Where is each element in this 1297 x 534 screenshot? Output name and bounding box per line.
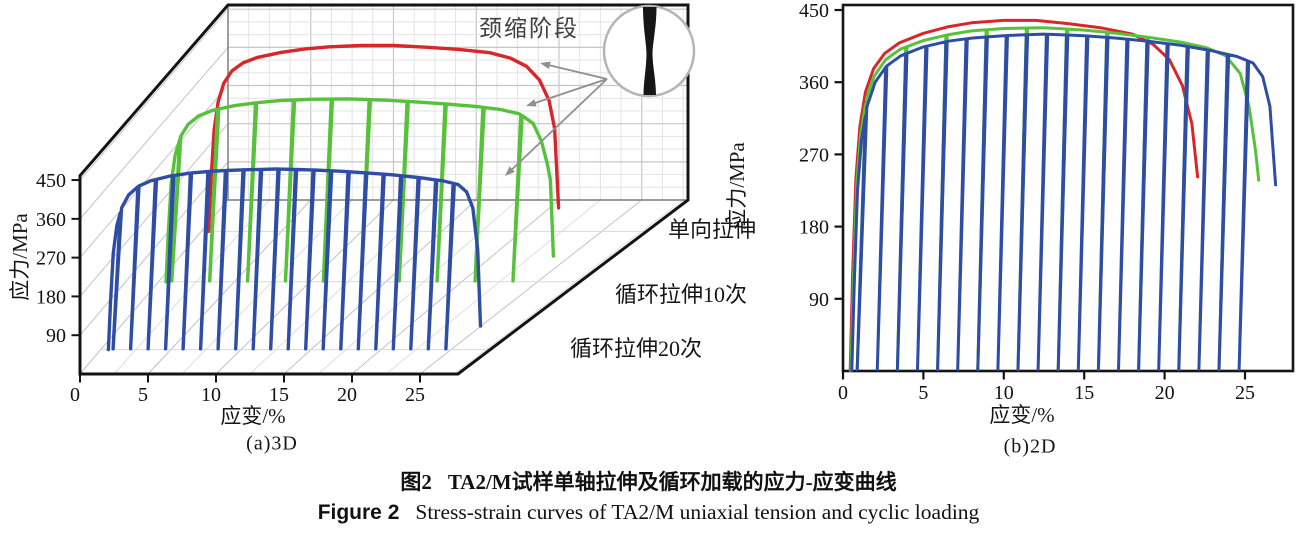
x-tick-label-3d: 10 <box>201 384 221 406</box>
box-inner-edges <box>227 5 688 201</box>
necking-stage-annotation: 颈缩阶段 <box>479 16 579 41</box>
grid-3d <box>79 5 688 375</box>
x-tick-label-3d: 20 <box>337 384 357 406</box>
curve-uniaxial-2d <box>848 18 1200 373</box>
panel-3d-chart: 0 5 10 15 20 25 90 180 270 360 450 <box>36 3 696 406</box>
necking-arrows <box>505 61 608 176</box>
panel-b-caption: (b)2D <box>1003 435 1057 458</box>
y-tick-label-3d: 270 <box>36 248 66 270</box>
figure-caption-en-text: Stress-strain curves of TA2/M uniaxial t… <box>415 500 980 524</box>
panel-a-caption: (a)3D <box>246 432 298 455</box>
panel-2d-chart: 0 5 10 15 20 25 90 180 270 360 450 <box>799 0 1295 404</box>
x-tick-label-3d: 15 <box>269 384 289 406</box>
y-tick-label-2d: 90 <box>809 289 829 311</box>
curve-cyclic10-2d <box>849 26 1261 373</box>
x-tick-label-3d: 5 <box>138 384 148 406</box>
y-tick-label-2d: 360 <box>799 72 829 94</box>
figure-caption-zh-text: TA2/M试样单轴拉伸及循环加载的应力-应变曲线 <box>447 470 897 494</box>
y-tick-label-3d: 90 <box>46 325 66 347</box>
y-axis-label-3d: 应力/MPa <box>8 213 32 301</box>
axis-ticks-2d: 0 5 10 15 20 25 90 180 270 360 450 <box>799 0 1255 404</box>
y-tick-label-2d: 270 <box>799 144 829 166</box>
x-tick-label-2d: 10 <box>994 382 1014 404</box>
figure-caption-en: Figure 2 Stress-strain curves of TA2/M un… <box>0 500 1297 525</box>
x-tick-label-2d: 15 <box>1074 382 1094 404</box>
series-label-uniaxial: 单向拉伸 <box>667 217 757 242</box>
box-frame-3d <box>78 3 690 376</box>
figure-caption-zh: 图2 TA2/M试样单轴拉伸及循环加载的应力-应变曲线 <box>0 466 1297 496</box>
x-tick-label-2d: 25 <box>1235 382 1255 404</box>
x-tick-label-2d: 0 <box>838 382 848 404</box>
curve-cyclic20-3d <box>106 167 483 352</box>
curve-uniaxial-3d <box>206 43 561 234</box>
axis-ticks-3d: 0 5 10 15 20 25 90 180 270 360 450 <box>36 170 425 406</box>
y-tick-label-3d: 450 <box>36 170 66 192</box>
specimen-inset <box>602 4 696 98</box>
y-tick-label-3d: 360 <box>36 209 66 231</box>
x-tick-label-2d: 5 <box>918 382 928 404</box>
figure-caption-zh-label: 图2 <box>400 470 432 494</box>
series-label-cyclic-10: 循环拉伸10次 <box>614 282 748 307</box>
curve-cyclic10-3d <box>164 97 556 284</box>
figure-caption-en-label: Figure 2 <box>317 501 400 524</box>
curve-cyclic20-2d <box>850 32 1278 373</box>
y-tick-label-2d: 450 <box>799 0 829 22</box>
x-tick-label-2d: 20 <box>1155 382 1175 404</box>
necked-specimen-icon <box>643 7 657 95</box>
y-tick-label-3d: 180 <box>36 286 66 308</box>
y-tick-label-2d: 180 <box>799 217 829 239</box>
plot-frame-2d <box>841 3 1295 373</box>
y-axis-label-2d: 应力/MPa <box>725 142 749 230</box>
x-axis-label-2d: 应变/% <box>989 403 1055 427</box>
x-tick-label-3d: 25 <box>405 384 425 406</box>
series-label-cyclic-20: 循环拉伸20次 <box>569 336 703 361</box>
x-axis-label-3d: 应变/% <box>220 404 286 428</box>
x-tick-label-3d: 0 <box>70 384 80 406</box>
